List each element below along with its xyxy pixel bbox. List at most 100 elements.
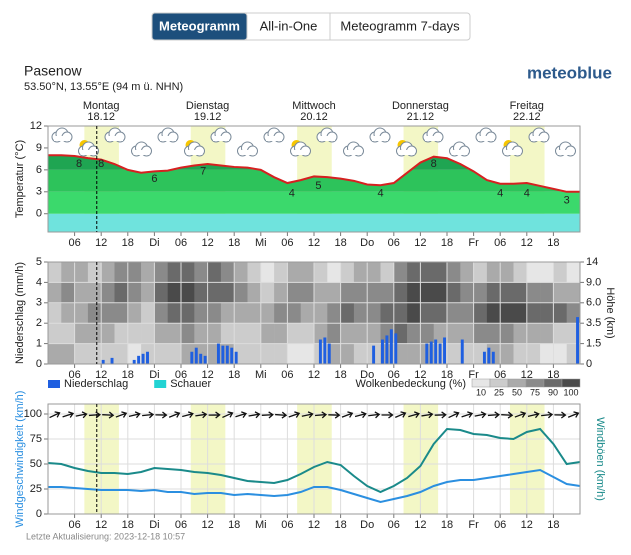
cloud-cell (48, 323, 62, 344)
legend-level: 50 (512, 387, 522, 397)
cloud-cell (61, 302, 75, 324)
x-tick-label: 12 (521, 369, 533, 381)
axis-label: Windgeschwindigkeit (km/h) (14, 391, 26, 528)
x-tick-label: Mi (255, 369, 267, 381)
cloud (345, 150, 362, 155)
cloud-cell (61, 343, 75, 365)
cloud-cell (460, 302, 474, 324)
cloud-cell (460, 323, 474, 344)
cloud-cell (486, 323, 501, 344)
wind-arrow (261, 411, 274, 419)
cloud-cell (167, 262, 182, 283)
cloud-cell (167, 282, 182, 304)
x-tick-label: 06 (68, 237, 80, 249)
y-tick-label: 0 (36, 208, 42, 220)
precipitation-bar (443, 337, 446, 364)
precipitation-bar (110, 357, 114, 364)
cloud-cell (380, 302, 395, 324)
cloud-cell (433, 282, 448, 304)
cloud (531, 136, 547, 141)
weather-icon (237, 141, 258, 157)
weather-icon (343, 141, 364, 157)
tab-label[interactable]: All-in-One (260, 18, 318, 33)
cloud-cell (393, 282, 408, 304)
cloud-cell (433, 262, 448, 283)
wind-arrow (222, 411, 234, 419)
wind-arrow (62, 411, 75, 418)
cloud-cell (340, 282, 355, 304)
y-tick-label: 0 (36, 508, 42, 520)
wind-arrow (75, 411, 88, 419)
day-name: Dienstag (186, 100, 229, 112)
cloud-cell (553, 343, 567, 365)
cloud-cell (74, 282, 89, 304)
x-tick-label: 12 (95, 519, 107, 531)
precipitation-bar (429, 341, 433, 364)
cloud-cell (220, 262, 235, 283)
temperature-label: 3 (564, 195, 570, 207)
plot-frame (47, 125, 581, 233)
legend-level: 75 (530, 387, 540, 397)
cloud-cell (154, 262, 168, 283)
precipitation-bar (381, 339, 384, 364)
y2-tick-label: 1.5 (586, 338, 601, 350)
wind-arrow (235, 411, 248, 418)
cloud-cell (207, 302, 222, 324)
precipitation-bar (194, 347, 198, 364)
cloud-cell (114, 262, 129, 283)
cloud-cell (300, 343, 315, 365)
cloud (266, 136, 282, 141)
tab[interactable] (151, 12, 248, 41)
x-tick-label: Di (149, 369, 159, 381)
cloud-cell (101, 302, 115, 324)
wind-arrow (128, 411, 141, 419)
cloud (372, 136, 388, 141)
cloud-cell (207, 323, 222, 344)
precipitation-bar (425, 343, 429, 364)
wind-arrow (328, 411, 341, 419)
cloud-cell (87, 343, 102, 365)
x-tick-label: 12 (95, 369, 107, 381)
x-tick-label: 12 (308, 237, 320, 249)
cloud-cell (74, 343, 89, 365)
cloud-cell (114, 343, 129, 365)
cloud-cell (260, 302, 275, 324)
cloud-cell (287, 302, 301, 324)
cloud-cell (287, 343, 301, 365)
cloud-cell (460, 282, 474, 304)
y-tick-label: 3 (36, 186, 42, 198)
temperature-label: 8 (431, 158, 437, 170)
y-tick-label: 12 (30, 120, 42, 132)
cloud-cell (473, 262, 488, 283)
tab-label[interactable]: Meteogramm (159, 18, 240, 33)
cloud (133, 150, 150, 155)
x-tick-label: 06 (494, 237, 506, 249)
cloud (107, 136, 123, 141)
x-tick-label: 12 (414, 369, 426, 381)
precipitation-bar (141, 353, 145, 364)
cloud-cell (420, 302, 434, 324)
x-tick-label: Do (360, 519, 374, 531)
cloud-cell (87, 302, 102, 324)
cloud-cell (513, 262, 528, 283)
precipitation-bar (482, 351, 486, 364)
cloud-cell (167, 343, 182, 365)
cloud-cell (540, 323, 554, 344)
temperature-band (48, 213, 580, 232)
x-tick-label: 12 (308, 369, 320, 381)
x-tick-label: 18 (441, 519, 453, 531)
tab-label[interactable]: Meteogramm 7-days (340, 18, 460, 33)
y2-tick-label: 6.0 (586, 297, 601, 309)
cloud-cell (340, 323, 355, 344)
cloud-cell (420, 323, 434, 344)
day-name: Mittwoch (292, 100, 335, 112)
cloud-cell (287, 262, 301, 283)
x-tick-label: 12 (414, 519, 426, 531)
cloud-cell (407, 323, 421, 344)
precipitation-bar (146, 351, 149, 364)
cloud-cell (447, 262, 461, 283)
x-tick-label: Do (360, 369, 374, 381)
axis-label: Windböen (km/h) (594, 417, 606, 501)
cloud-cell (220, 323, 235, 344)
